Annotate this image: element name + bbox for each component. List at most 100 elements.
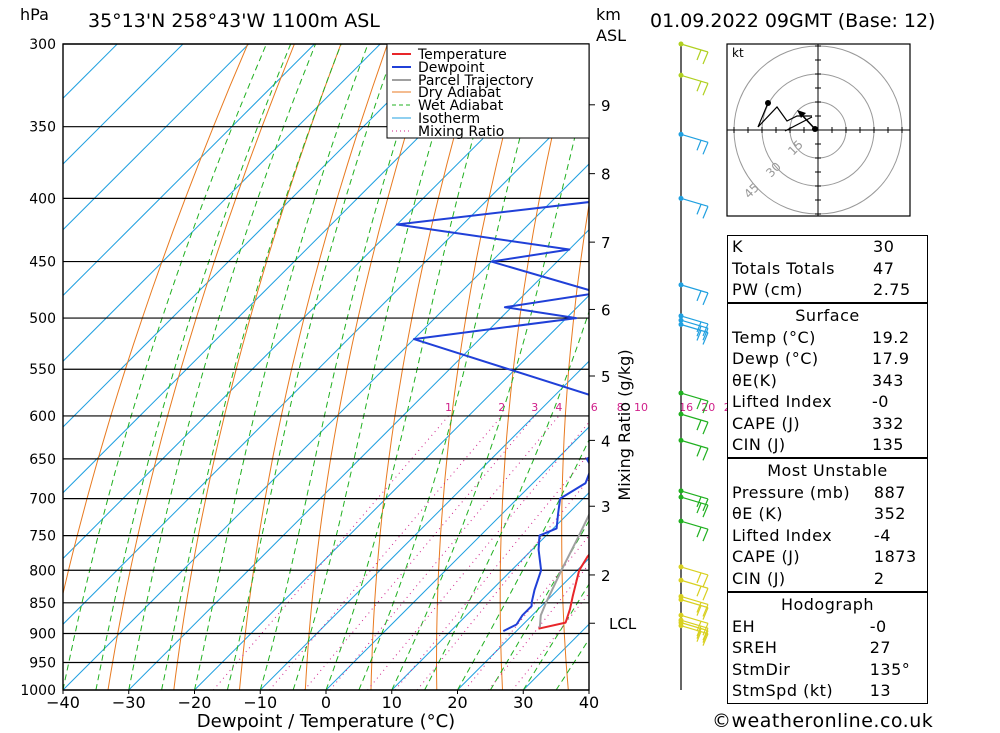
series-temperature: [538, 553, 589, 630]
wind-barb: [678, 282, 709, 306]
index-value: 1873: [873, 547, 917, 566]
wind-barb: [678, 518, 709, 542]
storm-motion-arrow: [784, 116, 813, 132]
index-value: 135: [871, 435, 904, 454]
isotherm-line: [391, 492, 589, 690]
asl-label: ASL: [596, 26, 626, 45]
index-row: Temp (°C) 19.2: [728, 327, 927, 349]
wind-barb: [678, 612, 709, 636]
wind-barb-feather: [696, 446, 702, 457]
index-label: PW (cm): [732, 280, 803, 299]
pressure-tick-label: 1000: [20, 683, 56, 699]
wind-barb-feather: [696, 502, 702, 514]
km-tick-label: 3: [601, 498, 611, 516]
wind-barb: [678, 623, 709, 646]
km-tick-label: 2: [601, 567, 611, 585]
mixing-ratio-line: [488, 563, 589, 690]
pressure-tick-label: 600: [29, 409, 56, 425]
hodograph-indices-box: Hodograph EH -0 SREH 27 StmDir 135° StmSpd …: [727, 592, 928, 704]
wind-barb-shaft: [680, 622, 709, 632]
wind-barb-feather: [702, 574, 709, 588]
storm-motion-arrowhead: [797, 110, 806, 118]
km-tick-label: 9: [601, 97, 611, 115]
dry-adiabat-line: [561, 201, 589, 690]
index-row: CAPE (J) 1873: [728, 546, 927, 568]
index-value: 30: [873, 237, 895, 256]
pressure-tick-label: 900: [29, 626, 56, 642]
chart-axes: 1234681016202530035040045050055060065070…: [20, 37, 737, 712]
index-row: CIN (J) 135: [728, 434, 927, 456]
wet-adiabat-line: [161, 44, 342, 690]
wind-barb: [678, 390, 709, 414]
hodograph: kt 15 30 45: [726, 43, 911, 217]
wind-barb-feather: [702, 332, 709, 345]
wind-barb-shaft: [680, 566, 709, 576]
wind-barb-feather: [702, 206, 709, 219]
pressure-tick-label: 800: [29, 563, 56, 579]
index-value: 47: [873, 258, 895, 278]
isotherm-line: [63, 44, 578, 560]
index-label: SREH: [732, 638, 778, 657]
index-label: K: [732, 237, 743, 256]
wind-barb-feather: [702, 421, 709, 435]
wind-barb-feather: [696, 81, 702, 92]
index-value: 352: [873, 504, 906, 523]
wind-barb-feather: [696, 586, 702, 597]
wind-barb: [678, 41, 709, 65]
index-value: 2: [873, 568, 885, 588]
index-value: -0: [871, 392, 889, 411]
index-value: 2.75: [873, 280, 911, 299]
wind-barb-feather: [702, 607, 709, 620]
temp-tick-label: −10: [243, 693, 277, 712]
km-tick-label: 6: [601, 301, 611, 319]
wind-barb-shaft: [680, 197, 709, 207]
wind-barb-shaft: [680, 490, 709, 500]
index-value: 13: [869, 681, 892, 700]
index-label: CIN (J): [732, 435, 786, 454]
wind-barb: [678, 411, 709, 435]
wind-barb-shaft: [680, 625, 709, 635]
dry-adiabat-line: [370, 44, 482, 690]
wet-adiabat-line: [292, 44, 462, 690]
pressure-tick-label: 500: [29, 311, 56, 327]
isotherm-line: [63, 44, 513, 494]
mixing-ratio-line: [394, 453, 589, 690]
temp-tick-label: −20: [178, 693, 212, 712]
mixing-ratio-line: [269, 415, 503, 690]
hodograph-start-dot: [765, 100, 771, 106]
index-label: StmDir: [732, 659, 791, 679]
wind-barb-feather: [696, 526, 702, 538]
mixing-ratio-label: 1: [445, 401, 452, 414]
datetime-title: 01.09.2022 09GMT (Base: 12): [650, 10, 935, 32]
wet-adiabat-line: [259, 44, 428, 690]
wind-barb-shaft: [680, 133, 709, 143]
mixing-ratio-line: [367, 421, 589, 690]
storm-motion-arrow-2: [800, 113, 816, 130]
hodograph-trace: [757, 102, 812, 128]
location-title: 35°13'N 258°43'W 1100m ASL: [88, 10, 380, 32]
wind-barb-feather: [696, 631, 702, 642]
wind-barb: [678, 317, 709, 341]
wind-barb-feather: [702, 448, 709, 461]
index-value: 27: [869, 638, 892, 657]
index-label: Totals Totals: [732, 258, 835, 278]
index-label: θE (K): [732, 504, 783, 523]
legend: Temperature Dewpoint Parcel Trajectory D…: [386, 43, 590, 140]
km-label: km: [596, 5, 621, 24]
index-row: Lifted Index -4: [728, 525, 927, 547]
footer-credit: ©weatheronline.co.uk: [712, 710, 934, 732]
wind-barb-feather: [696, 290, 702, 302]
isotherm-line: [63, 44, 118, 99]
legend-label-dry-adiabat: Dry Adiabat: [418, 85, 501, 101]
index-label: Dewp (°C): [732, 349, 819, 368]
index-label: CAPE (J): [732, 547, 801, 566]
isotherm-line: [194, 294, 589, 690]
wind-barb-shaft: [680, 619, 709, 629]
indices-top-box: K 30 Totals Totals 47 PW (cm) 2.75: [727, 235, 928, 303]
index-value: 332: [871, 413, 904, 433]
wind-barb-feather: [702, 588, 709, 601]
wind-barb-shaft: [680, 315, 709, 325]
legend-label-temperature: Temperature: [417, 47, 507, 63]
isotherm-line: [325, 426, 589, 690]
